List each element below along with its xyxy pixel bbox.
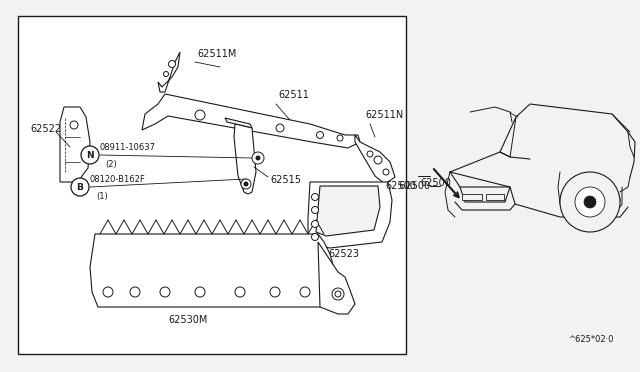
Circle shape	[337, 135, 343, 141]
Circle shape	[160, 287, 170, 297]
Circle shape	[71, 178, 89, 196]
Polygon shape	[316, 186, 380, 236]
Text: 62500: 62500	[420, 178, 451, 188]
Circle shape	[195, 110, 205, 120]
Circle shape	[244, 182, 248, 186]
Circle shape	[103, 287, 113, 297]
Polygon shape	[158, 52, 180, 92]
Polygon shape	[462, 194, 482, 200]
Circle shape	[256, 156, 260, 160]
Text: B: B	[77, 183, 83, 192]
Circle shape	[195, 287, 205, 297]
Polygon shape	[142, 94, 360, 148]
Polygon shape	[486, 194, 504, 200]
Circle shape	[168, 61, 175, 67]
Text: 62530M: 62530M	[168, 315, 207, 325]
Text: ^625*02·0: ^625*02·0	[568, 335, 614, 344]
Circle shape	[374, 156, 382, 164]
Text: 62500: 62500	[396, 181, 430, 191]
Circle shape	[312, 234, 319, 241]
Text: 08911-10637: 08911-10637	[100, 143, 156, 152]
Polygon shape	[355, 135, 395, 184]
Circle shape	[332, 288, 344, 300]
Text: 62511: 62511	[278, 90, 309, 100]
Text: 08120-B162F: 08120-B162F	[90, 175, 146, 184]
Circle shape	[163, 71, 168, 77]
Circle shape	[317, 131, 323, 138]
Circle shape	[383, 169, 389, 175]
Text: 62523: 62523	[328, 249, 359, 259]
Polygon shape	[90, 234, 338, 307]
Circle shape	[270, 287, 280, 297]
Circle shape	[300, 287, 310, 297]
Circle shape	[252, 152, 264, 164]
Text: 62511N: 62511N	[365, 110, 403, 120]
Polygon shape	[60, 107, 90, 182]
Circle shape	[130, 287, 140, 297]
Circle shape	[235, 287, 245, 297]
Circle shape	[335, 291, 341, 297]
Text: 62522: 62522	[30, 124, 61, 134]
Bar	[18, 16, 406, 354]
Polygon shape	[225, 118, 252, 128]
Circle shape	[312, 221, 319, 228]
Circle shape	[241, 179, 251, 189]
Circle shape	[560, 172, 620, 232]
Polygon shape	[234, 124, 256, 194]
Text: N: N	[86, 151, 94, 160]
Text: (1): (1)	[96, 192, 108, 201]
Circle shape	[276, 124, 284, 132]
Polygon shape	[308, 182, 392, 248]
Text: 62500: 62500	[385, 181, 416, 191]
Circle shape	[312, 206, 319, 214]
Circle shape	[70, 121, 78, 129]
Circle shape	[312, 193, 319, 201]
Text: 62511M: 62511M	[197, 49, 236, 59]
Circle shape	[81, 146, 99, 164]
Text: (2): (2)	[105, 160, 116, 169]
Circle shape	[584, 196, 596, 208]
Circle shape	[367, 151, 373, 157]
Polygon shape	[318, 242, 355, 314]
Text: 62515: 62515	[270, 175, 301, 185]
Circle shape	[575, 187, 605, 217]
